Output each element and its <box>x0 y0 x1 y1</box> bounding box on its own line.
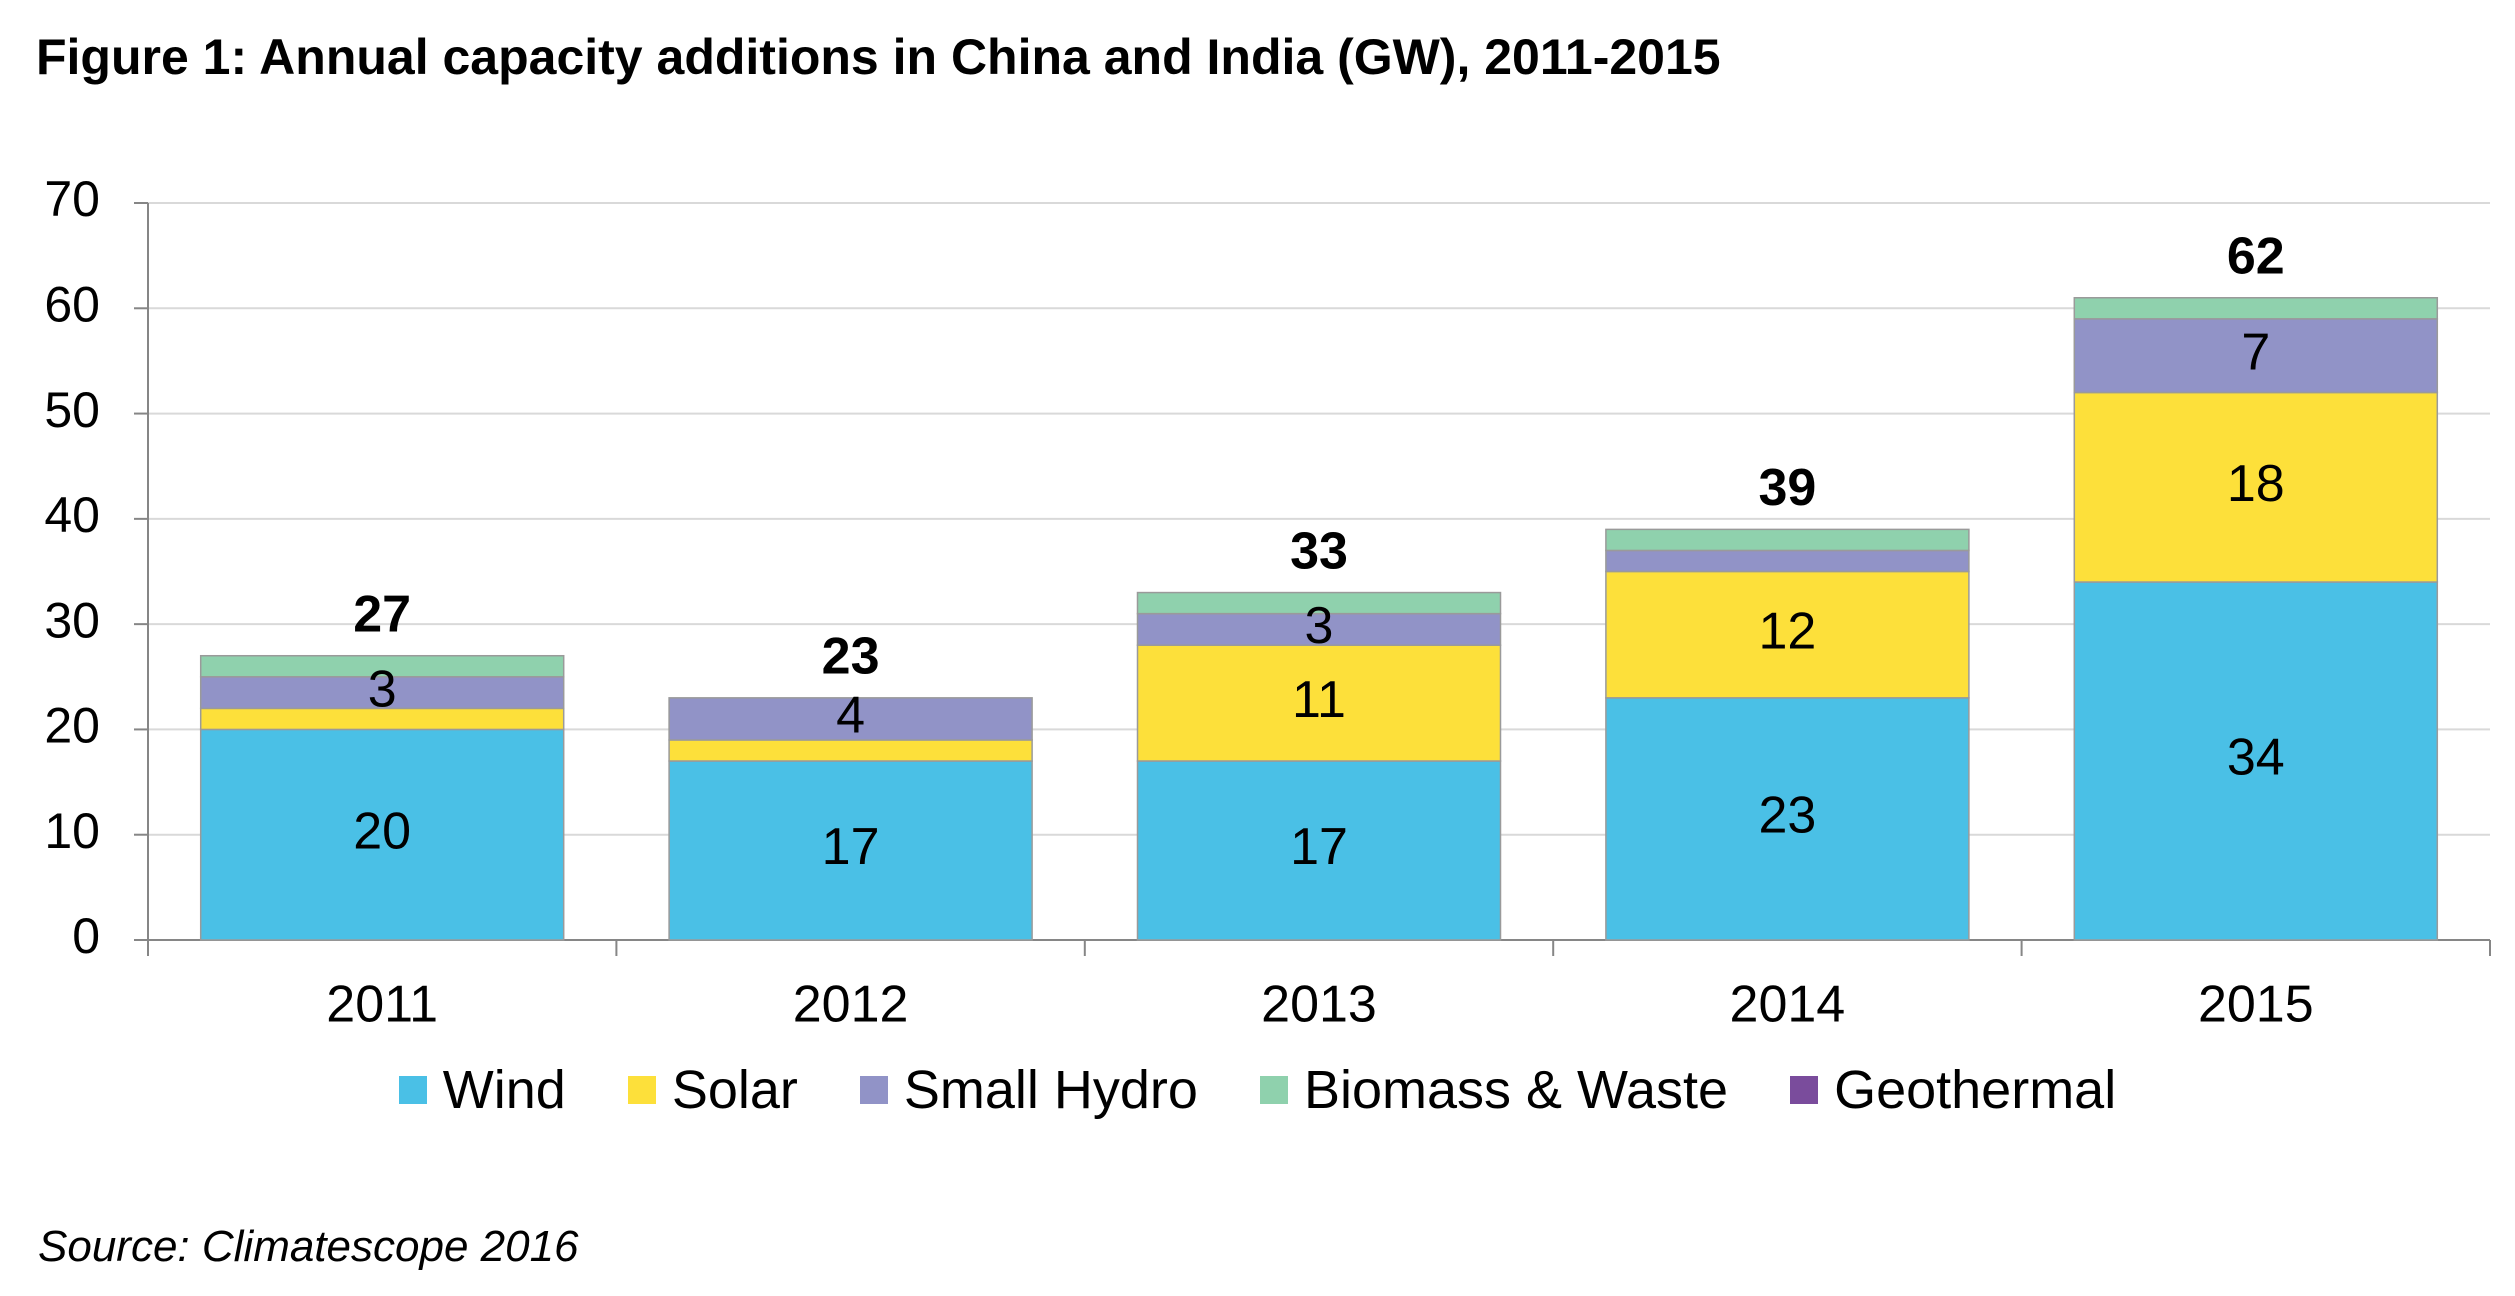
legend-swatch <box>627 1076 656 1104</box>
bar-segment <box>2073 318 2439 394</box>
legend-label: Small Hydro <box>903 1060 1198 1120</box>
legend-item: Wind <box>398 1059 566 1121</box>
y-tick-label: 10 <box>44 803 100 859</box>
legend-item: Solar <box>627 1059 798 1121</box>
chart-title: Figure 1: Annual capacity additions in C… <box>36 29 1721 85</box>
legend-swatch <box>398 1076 427 1104</box>
bar-segment <box>1136 644 1502 762</box>
legend-item: Small Hydro <box>859 1059 1198 1121</box>
bar-segment <box>1136 591 1502 615</box>
segment-value-label: 17 <box>1290 818 1348 876</box>
bar-total-label: 33 <box>1290 522 1348 580</box>
segment-value-label: 11 <box>1292 671 1346 729</box>
y-tick-label: 40 <box>44 487 100 543</box>
segment-value-label: 7 <box>2241 323 2270 381</box>
segment-value-label: 12 <box>1758 602 1816 660</box>
legend-item: Geothermal <box>1790 1059 2116 1121</box>
segment-value-label: 20 <box>353 802 411 860</box>
bar-segment <box>199 654 565 678</box>
bar-segment <box>1136 612 1502 646</box>
segment-value-label: 3 <box>368 660 397 718</box>
x-category-label: 2013 <box>1261 976 1377 1034</box>
legend-swatch <box>859 1076 888 1104</box>
y-tick-label: 20 <box>44 698 100 754</box>
bar-segment <box>668 697 1033 741</box>
legend-label: Wind <box>442 1060 566 1120</box>
x-category-label: 2011 <box>326 976 438 1034</box>
bar-segment <box>2073 391 2439 583</box>
bar-segment <box>1605 528 1970 552</box>
bar-total-label: 27 <box>353 585 411 643</box>
y-tick-label: 30 <box>44 592 100 648</box>
bar-segment <box>1136 760 1502 941</box>
source-note: Source: Climatescope 2016 <box>38 1222 579 1271</box>
legend-label: Solar <box>671 1060 798 1120</box>
legend-label: Biomass & Waste <box>1303 1060 1729 1120</box>
bars <box>199 297 2439 941</box>
x-category-label: 2014 <box>1730 976 1846 1034</box>
bar-segment <box>199 676 565 710</box>
bar-segment <box>1605 549 1970 573</box>
bar-segment <box>199 728 565 941</box>
y-tick-label: 50 <box>44 382 100 438</box>
segment-value-label: 34 <box>2227 729 2285 787</box>
bar-segment <box>2073 581 2439 941</box>
legend-label: Geothermal <box>1834 1060 2117 1120</box>
segment-value-label: 23 <box>1758 787 1816 845</box>
bar-total-label: 39 <box>1758 459 1816 517</box>
segment-value-label: 17 <box>822 818 880 876</box>
legend-item: Biomass & Waste <box>1259 1059 1729 1121</box>
y-tick-label: 0 <box>72 908 100 964</box>
segment-value-label: 4 <box>836 687 865 745</box>
y-tick-label: 60 <box>44 276 100 332</box>
legend-swatch <box>1790 1076 1819 1104</box>
legend-swatch <box>1259 1076 1288 1104</box>
segment-value-label: 3 <box>1305 597 1334 655</box>
bar-total-label: 62 <box>2227 227 2285 285</box>
bar-segment <box>2073 297 2439 320</box>
bar-segment <box>1605 570 1970 699</box>
y-tick-label: 70 <box>44 171 100 227</box>
x-category-label: 2015 <box>2198 976 2314 1034</box>
bar-segment <box>1605 697 1970 941</box>
x-category-label: 2012 <box>793 976 909 1034</box>
legend: Wind Solar Small Hydro Biomass & Waste Geoth… <box>0 1055 2515 1125</box>
segment-value-label: 18 <box>2227 455 2285 513</box>
bar-total-label: 23 <box>822 628 880 686</box>
